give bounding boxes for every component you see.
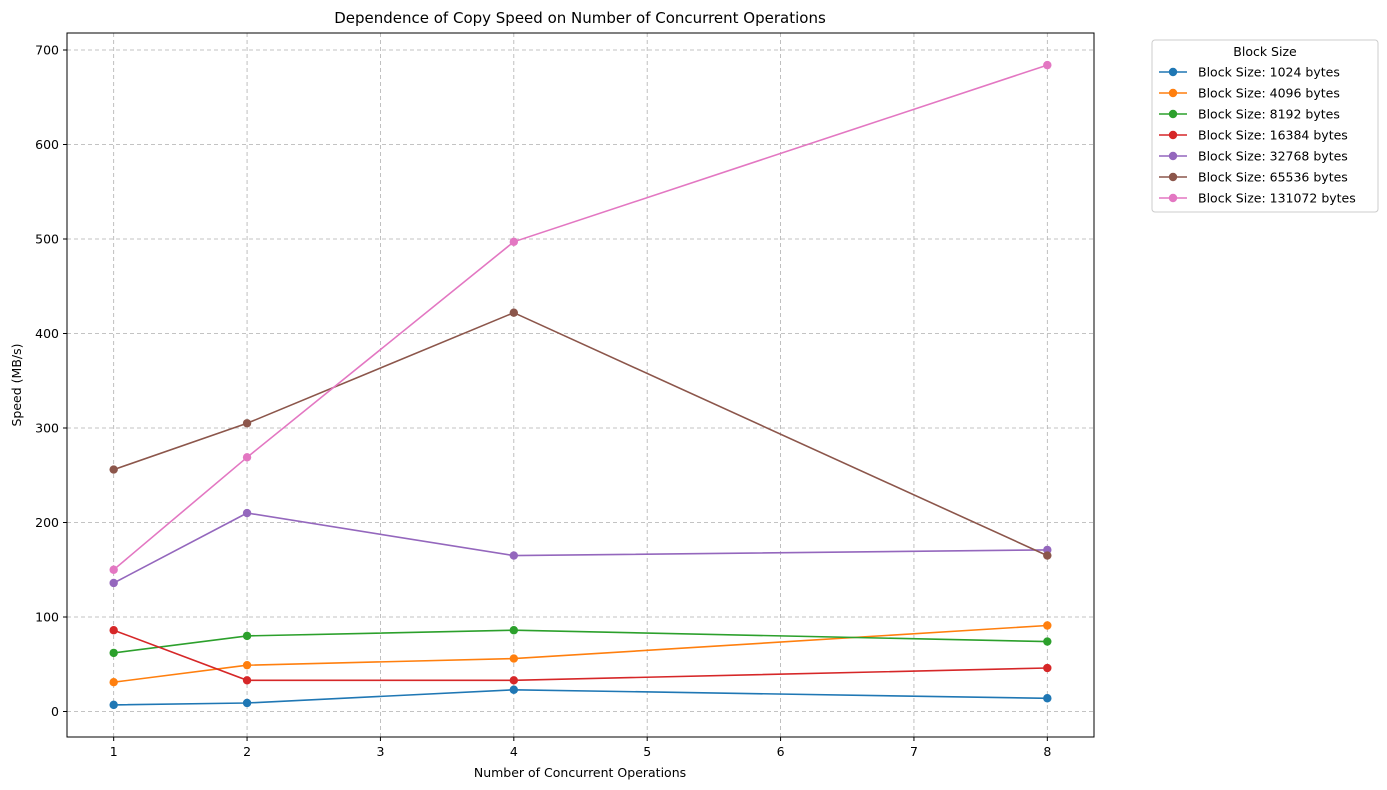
legend-label: Block Size: 32768 bytes: [1198, 149, 1348, 164]
data-point: [109, 700, 118, 710]
legend-marker: [1168, 193, 1178, 203]
series-line: [109, 508, 1052, 588]
legend-items: Block Size: 1024 bytes Block Size: 4096 b…: [1159, 65, 1356, 206]
plot-area-frame: [66, 32, 1095, 738]
data-point: [1043, 60, 1052, 70]
chart-title: Dependence of Copy Speed on Number of Co…: [334, 9, 826, 27]
legend-label: Block Size: 16384 bytes: [1198, 128, 1348, 143]
x-axis-ticks: 1 2 3 4 5 6 7 8: [110, 737, 1051, 759]
x-tick-label: 7: [910, 744, 918, 759]
legend-item: Block Size: 131072 bytes: [1159, 191, 1356, 206]
data-point: [1043, 551, 1052, 560]
x-tick-label: 3: [376, 744, 384, 759]
data-point: [242, 698, 252, 708]
series-path: [113, 688, 1048, 706]
y-tick-label: 400: [35, 326, 59, 341]
data-point: [509, 308, 519, 317]
legend-box: [1151, 39, 1379, 213]
legend-label: Block Size: 4096 bytes: [1198, 86, 1340, 101]
series-line: [109, 308, 1052, 560]
x-axis-label: Number of Concurrent Operations: [474, 765, 686, 780]
legend-item: Block Size: 8192 bytes: [1159, 107, 1340, 122]
x-tick-label: 1: [110, 744, 118, 759]
x-tick-label: 6: [777, 744, 785, 759]
series-line: [109, 685, 1052, 710]
data-point: [1043, 637, 1052, 646]
data-point: [109, 648, 118, 658]
legend-label: Block Size: 65536 bytes: [1198, 170, 1348, 185]
x-tick-label: 2: [243, 744, 251, 759]
data-point: [109, 626, 118, 635]
series-path: [113, 512, 1048, 584]
legend-item: Block Size: 1024 bytes: [1159, 65, 1340, 80]
y-tick-label: 700: [35, 43, 59, 58]
legend-label: Block Size: 1024 bytes: [1198, 65, 1340, 80]
data-point: [509, 654, 519, 663]
series-line: [109, 621, 1052, 687]
series-group: [109, 60, 1052, 710]
y-tick-label: 100: [35, 609, 59, 624]
data-point: [109, 565, 118, 574]
legend-item: Block Size: 32768 bytes: [1159, 149, 1348, 164]
legend-label: Block Size: 8192 bytes: [1198, 107, 1340, 122]
legend-label: Block Size: 131072 bytes: [1198, 191, 1356, 206]
data-point: [242, 419, 252, 428]
data-point: [509, 237, 519, 247]
data-point: [109, 677, 118, 687]
series-line: [109, 626, 1052, 685]
data-point: [242, 676, 252, 685]
series-path: [113, 311, 1048, 557]
y-axis-ticks: 0 100 200 300 400 500 600 700: [35, 43, 67, 719]
series-path: [113, 629, 1048, 654]
y-tick-label: 300: [35, 420, 59, 435]
y-tick-label: 600: [35, 137, 59, 152]
data-point: [509, 685, 519, 694]
series-path: [113, 624, 1048, 683]
legend-title: Block Size: [1233, 44, 1297, 59]
legend-item: Block Size: 4096 bytes: [1159, 86, 1340, 101]
series-line: [109, 626, 1052, 658]
y-axis-label: Speed (MB/s): [9, 344, 24, 427]
data-point: [242, 631, 252, 641]
legend-marker: [1168, 151, 1178, 161]
data-point: [242, 508, 252, 518]
legend-marker: [1168, 172, 1178, 182]
data-point: [509, 551, 519, 560]
y-tick-label: 500: [35, 232, 59, 247]
data-point: [1043, 694, 1052, 703]
grid-lines: [67, 33, 1094, 737]
data-point: [109, 578, 118, 588]
series-path: [113, 64, 1048, 571]
data-point: [242, 453, 252, 462]
y-tick-label: 200: [35, 515, 59, 530]
legend-marker: [1168, 67, 1178, 77]
series-line: [109, 60, 1052, 574]
series-path: [113, 629, 1048, 682]
data-point: [509, 676, 519, 685]
x-tick-label: 4: [510, 744, 518, 759]
data-point: [509, 626, 519, 635]
data-point: [109, 465, 118, 474]
legend-marker: [1168, 88, 1178, 98]
legend-item: Block Size: 65536 bytes: [1159, 170, 1348, 185]
y-tick-label: 0: [51, 704, 59, 719]
data-point: [242, 660, 252, 670]
legend-marker: [1168, 109, 1178, 119]
data-point: [1043, 663, 1052, 673]
x-tick-label: 5: [643, 744, 651, 759]
x-tick-label: 8: [1043, 744, 1051, 759]
legend-marker: [1168, 130, 1178, 140]
data-point: [1043, 621, 1052, 630]
legend-item: Block Size: 16384 bytes: [1159, 128, 1348, 143]
